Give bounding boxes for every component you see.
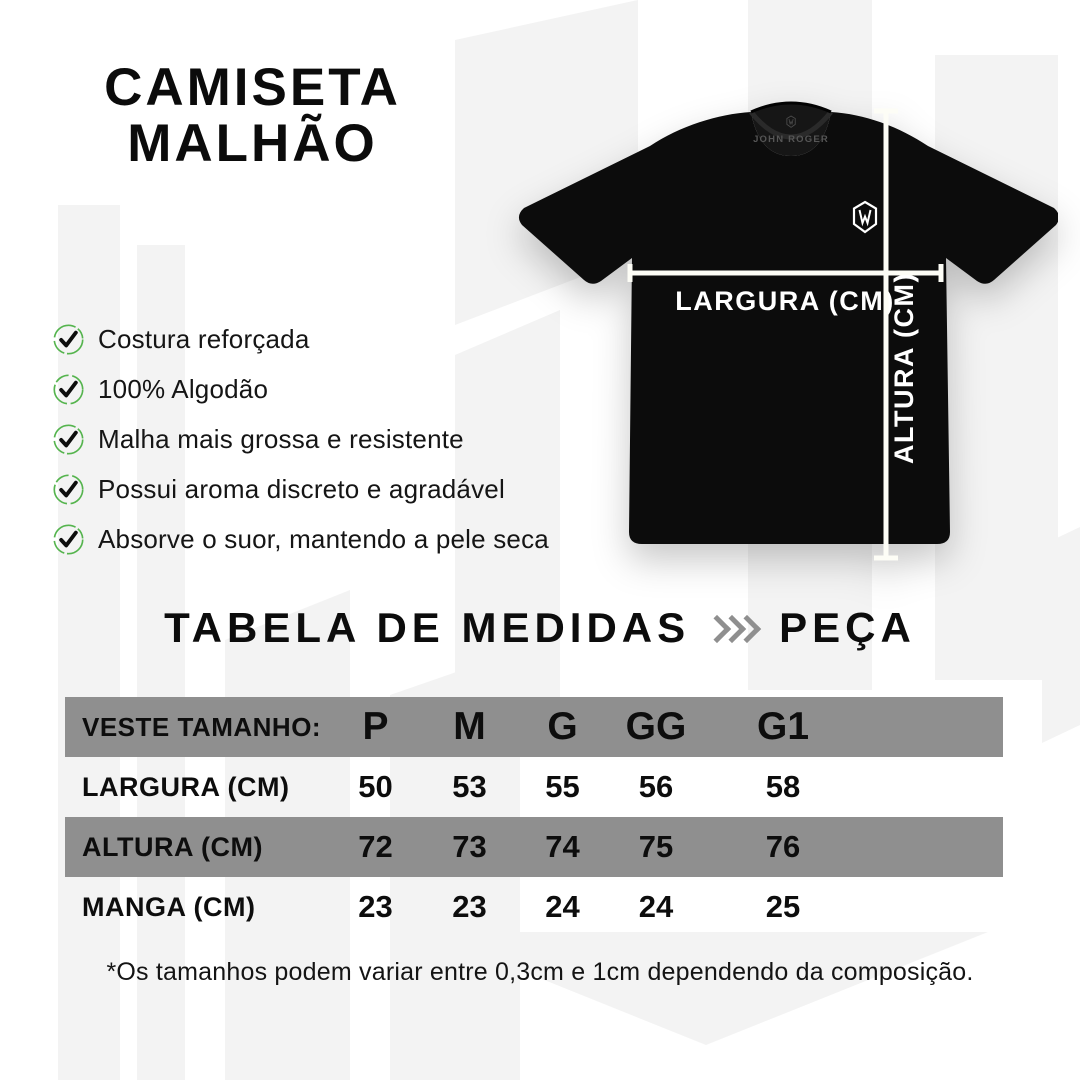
size-column-gg: GG: [625, 705, 687, 748]
cell-value: 23: [358, 889, 393, 924]
height-measure-label: ALTURA (CM): [889, 272, 919, 464]
size-table-header-row: VESTE TAMANHO: P M G GG G1: [65, 697, 1003, 757]
size-table-header-label: VESTE TAMANHO:: [82, 711, 322, 742]
feature-item: Malha mais grossa e resistente: [52, 420, 532, 458]
cell-value: 24: [638, 889, 674, 924]
table-row-altura: ALTURA (CM) 72 73 74 75 76: [65, 817, 1003, 877]
feature-label: 100% Algodão: [98, 373, 269, 404]
size-column-m: M: [453, 705, 486, 748]
cell-value: 72: [358, 829, 393, 864]
size-column-g1: G1: [756, 705, 810, 748]
cell-value: 53: [452, 769, 487, 804]
check-icon: [52, 473, 85, 506]
table-row-largura: LARGURA (CM) 50 53 55 56 58: [65, 757, 1003, 817]
feature-label: Absorve o suor, mantendo a pele seca: [98, 523, 549, 554]
tshirt-figure: JOHN ROGER LARGURA (CM) ALTURA (CM): [508, 72, 1060, 584]
width-measure-line: [627, 264, 944, 282]
feature-label: Costura reforçada: [98, 323, 310, 354]
size-column-g: G: [547, 705, 578, 748]
cell-value: 24: [545, 889, 580, 924]
tshirt-silhouette: JOHN ROGER: [518, 101, 1060, 544]
height-measure-line: [874, 108, 898, 561]
cell-value: 58: [765, 769, 801, 804]
row-label: LARGURA (CM): [82, 771, 290, 802]
size-chart-heading-title: TABELA DE MEDIDAS: [164, 604, 691, 651]
size-chart-heading: TABELA DE MEDIDAS PEÇA: [0, 604, 1080, 652]
row-label: MANGA (CM): [82, 891, 256, 922]
row-label: ALTURA (CM): [82, 831, 263, 862]
feature-label: Possui aroma discreto e agradável: [98, 473, 505, 504]
feature-item: Possui aroma discreto e agradável: [52, 470, 532, 508]
cell-value: 76: [765, 829, 801, 864]
check-icon: [52, 323, 85, 356]
triple-chevron-icon: [702, 614, 762, 644]
cell-value: 75: [638, 829, 674, 864]
cell-value: 56: [638, 769, 674, 804]
check-icon: [52, 423, 85, 456]
feature-label: Malha mais grossa e resistente: [98, 423, 464, 454]
feature-list: Costura reforçada 100% Algodão Malha mai…: [52, 320, 549, 570]
cell-value: 23: [452, 889, 487, 924]
size-disclaimer: *Os tamanhos podem variar entre 0,3cm e …: [106, 958, 974, 986]
size-chart-heading-suffix: PEÇA: [779, 604, 916, 651]
product-title: CAMISETA MALHÃO: [0, 58, 505, 174]
feature-item: Absorve o suor, mantendo a pele seca: [52, 520, 549, 558]
product-title-line1: CAMISETA: [104, 58, 401, 117]
cell-value: 74: [545, 829, 580, 864]
feature-item: Costura reforçada: [52, 320, 532, 358]
collar-brand-label: JOHN ROGER: [753, 134, 829, 145]
cell-value: 55: [545, 769, 580, 804]
width-measure-label: LARGURA (CM): [675, 286, 894, 316]
table-row-manga: MANGA (CM) 23 23 24 24 25: [65, 877, 1003, 937]
check-icon: [52, 523, 85, 556]
size-table: VESTE TAMANHO: P M G GG G1 LARGURA (CM) …: [65, 697, 1003, 937]
product-title-line2: MALHÃO: [127, 114, 378, 174]
size-column-p: P: [362, 705, 389, 748]
cell-value: 73: [452, 829, 487, 864]
check-icon: [52, 373, 85, 406]
feature-item: 100% Algodão: [52, 370, 532, 408]
cell-value: 25: [765, 889, 801, 924]
cell-value: 50: [358, 769, 393, 804]
